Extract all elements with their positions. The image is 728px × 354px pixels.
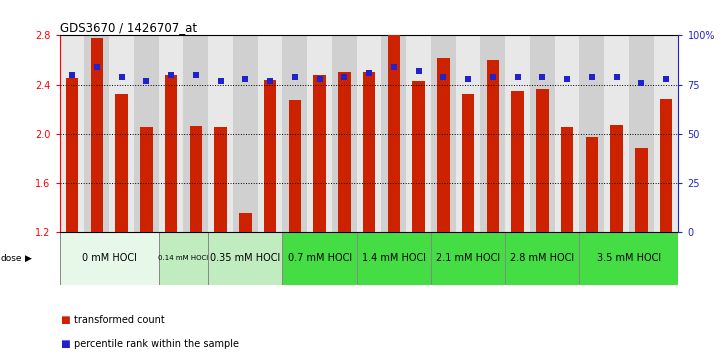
Point [388,64,400,70]
Text: 0.14 mM HOCl: 0.14 mM HOCl [158,256,209,261]
Bar [387,35,400,232]
Point [116,74,127,80]
Point [215,78,226,84]
Bar [208,35,233,232]
Bar [116,95,128,232]
Bar [437,57,450,232]
Bar [381,35,406,232]
Bar [579,35,604,232]
Bar [84,35,109,232]
Text: 2.1 mM HOCl: 2.1 mM HOCl [436,253,500,263]
Bar [109,35,134,232]
Bar [412,81,425,232]
Point [586,74,598,80]
Bar [604,35,629,232]
Bar [635,148,648,232]
Text: 1.4 mM HOCl: 1.4 mM HOCl [362,253,426,263]
Bar [431,35,456,232]
Point [537,74,548,80]
Point [141,78,152,84]
Bar [654,35,678,232]
Text: 0.7 mM HOCl: 0.7 mM HOCl [288,253,352,263]
Bar [406,35,431,232]
Bar [338,72,351,232]
Text: ■: ■ [60,315,69,325]
Bar [288,101,301,232]
Bar [579,232,678,285]
Bar [60,35,84,232]
Text: 0.35 mM HOCl: 0.35 mM HOCl [210,253,280,263]
Text: dose: dose [1,254,23,263]
Bar [629,35,654,232]
Text: ▶: ▶ [25,254,31,263]
Bar [505,232,579,285]
Point [512,74,523,80]
Bar [332,35,357,232]
Bar [134,35,159,232]
Bar [233,35,258,232]
Bar [165,75,178,232]
Point [636,80,647,85]
Point [66,72,78,78]
Bar [363,72,376,232]
Point [289,74,301,80]
Point [240,76,251,81]
Bar [215,127,227,232]
Bar [314,75,326,232]
Bar [240,213,252,232]
Bar [462,95,475,232]
Bar [159,232,208,285]
Bar [60,232,159,285]
Bar [480,35,505,232]
Bar [610,125,623,232]
Point [91,64,103,70]
Text: transformed count: transformed count [74,315,165,325]
Bar [183,35,208,232]
Point [561,76,573,81]
Point [660,76,672,81]
Text: 2.8 mM HOCl: 2.8 mM HOCl [510,253,574,263]
Point [611,74,622,80]
Point [487,74,499,80]
Bar [189,126,202,232]
Bar [555,35,579,232]
Bar [91,38,103,232]
Point [363,70,375,75]
Bar [511,91,523,232]
Bar [282,35,307,232]
Bar [536,90,549,232]
Bar [282,232,357,285]
Point [264,78,276,84]
Bar [505,35,530,232]
Bar [66,78,79,232]
Point [438,74,449,80]
Point [190,72,202,78]
Bar [159,35,183,232]
Bar [456,35,480,232]
Bar [487,60,499,232]
Point [314,76,325,81]
Bar [357,35,381,232]
Bar [431,232,505,285]
Text: GDS3670 / 1426707_at: GDS3670 / 1426707_at [60,21,197,34]
Point [339,74,350,80]
Bar [660,99,673,232]
Point [462,76,474,81]
Bar [357,232,431,285]
Bar [258,35,282,232]
Point [165,72,177,78]
Text: percentile rank within the sample: percentile rank within the sample [74,339,240,349]
Bar [530,35,555,232]
Bar [208,232,282,285]
Bar [585,137,598,232]
Text: 3.5 mM HOCl: 3.5 mM HOCl [597,253,661,263]
Bar [264,80,277,232]
Text: 0 mM HOCl: 0 mM HOCl [82,253,137,263]
Point [413,68,424,74]
Bar [141,127,153,232]
Text: ■: ■ [60,339,69,349]
Bar [561,127,574,232]
Bar [307,35,332,232]
